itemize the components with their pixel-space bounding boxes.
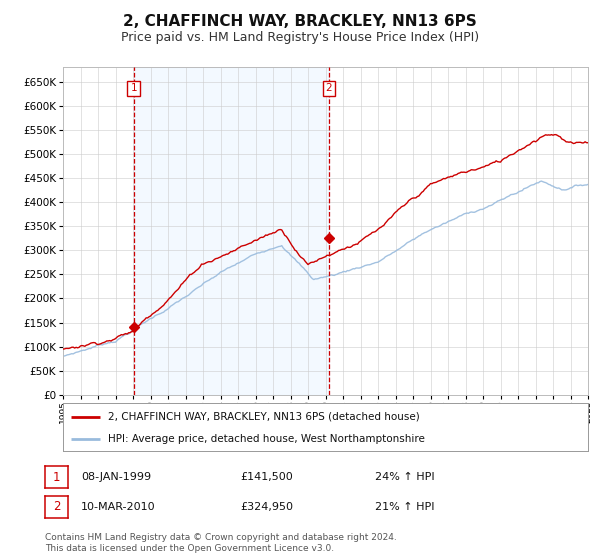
Text: 2, CHAFFINCH WAY, BRACKLEY, NN13 6PS: 2, CHAFFINCH WAY, BRACKLEY, NN13 6PS	[123, 14, 477, 29]
Text: 21% ↑ HPI: 21% ↑ HPI	[375, 502, 434, 512]
Text: 10-MAR-2010: 10-MAR-2010	[81, 502, 155, 512]
Text: £141,500: £141,500	[240, 472, 293, 482]
Text: £324,950: £324,950	[240, 502, 293, 512]
Bar	[134, 67, 329, 395]
Text: 2: 2	[326, 83, 332, 94]
Text: Price paid vs. HM Land Registry's House Price Index (HPI): Price paid vs. HM Land Registry's House …	[121, 31, 479, 44]
Text: 24% ↑ HPI: 24% ↑ HPI	[375, 472, 434, 482]
Text: 1: 1	[53, 470, 60, 484]
Text: 2, CHAFFINCH WAY, BRACKLEY, NN13 6PS (detached house): 2, CHAFFINCH WAY, BRACKLEY, NN13 6PS (de…	[107, 412, 419, 422]
Text: 08-JAN-1999: 08-JAN-1999	[81, 472, 151, 482]
Text: Contains HM Land Registry data © Crown copyright and database right 2024.
This d: Contains HM Land Registry data © Crown c…	[45, 533, 397, 553]
Text: 2: 2	[53, 500, 60, 514]
Text: 1: 1	[130, 83, 137, 94]
Text: HPI: Average price, detached house, West Northamptonshire: HPI: Average price, detached house, West…	[107, 434, 425, 444]
